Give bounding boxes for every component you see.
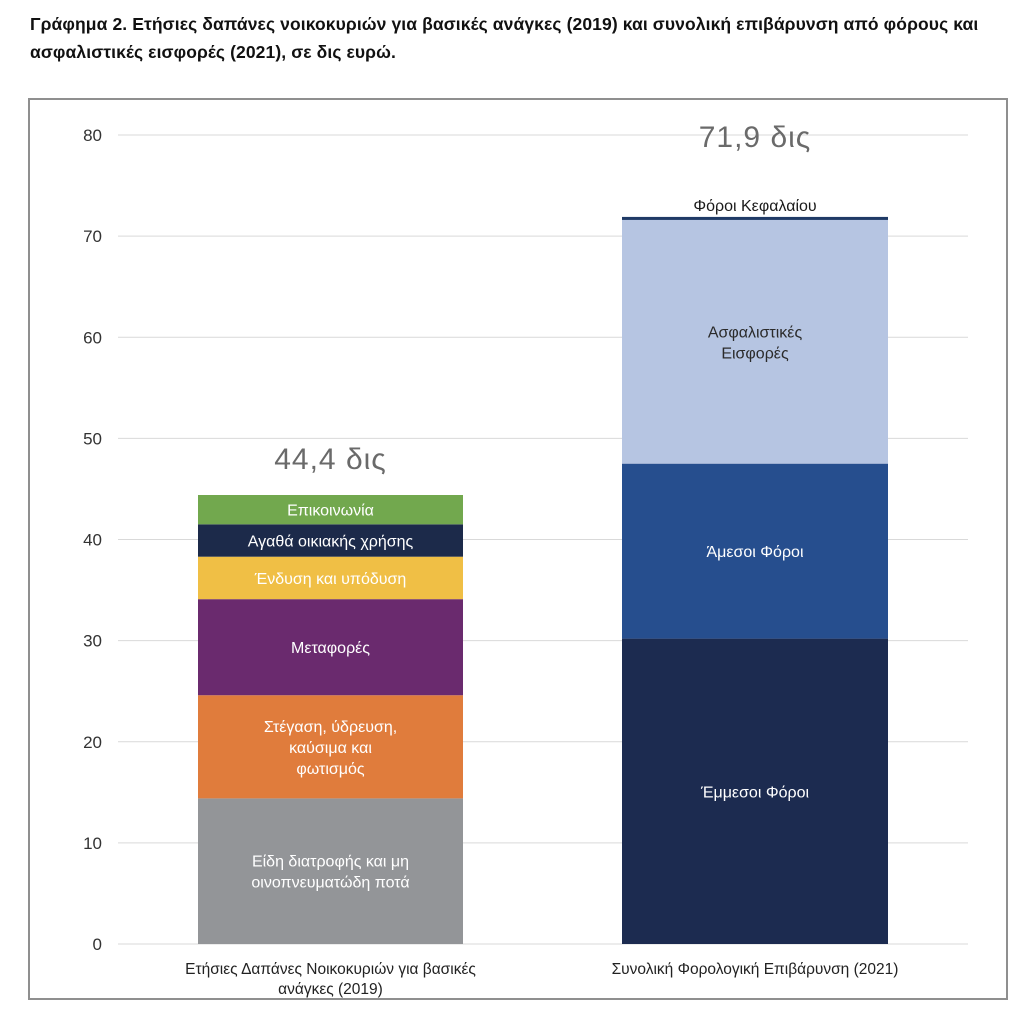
bar-total-label: 44,4 δις [274, 443, 387, 476]
segment-label: Φόροι Κεφαλαίου [693, 198, 816, 215]
segment-label: Ασφαλιστικές [708, 324, 803, 341]
segment-label: Στέγαση, ύδρευση, [264, 719, 397, 736]
x-category-label: ανάγκες (2019) [278, 981, 383, 998]
segment-label: Έμμεσοι Φόροι [700, 784, 810, 801]
segment-label: φωτισμός [296, 761, 365, 778]
segment-label: Επικοινωνία [287, 503, 374, 520]
y-tick-label: 10 [83, 834, 102, 853]
chart-frame [28, 98, 1008, 1000]
bar-segment [198, 524, 463, 557]
y-tick-label: 30 [83, 632, 102, 651]
bar-segment [198, 599, 463, 696]
y-tick-label: 80 [83, 126, 102, 145]
chart-caption: Γράφημα 2. Ετήσιες δαπάνες νοικοκυριών γ… [30, 14, 979, 62]
segment-label: Αγαθά οικιακής χρήσης [248, 534, 414, 551]
y-tick-label: 70 [83, 227, 102, 246]
bar-segment [198, 556, 463, 600]
bar-segment [198, 495, 463, 525]
y-tick-label: 60 [83, 328, 102, 347]
bar-segment [622, 638, 888, 944]
y-tick-label: 50 [83, 429, 102, 448]
bar-total-label: 71,9 δις [699, 121, 812, 154]
segment-label: Ένδυση και υπόδυση [254, 571, 407, 588]
y-tick-label: 0 [93, 935, 102, 954]
segment-label: καύσιμα και [289, 740, 372, 757]
y-tick-label: 40 [83, 531, 102, 550]
x-category-label: Συνολική Φορολογική Επιβάρυνση (2021) [612, 961, 899, 978]
segment-label: Είδη διατροφής και μη [252, 854, 409, 871]
y-tick-label: 20 [83, 733, 102, 752]
segment-label: Εισφορές [721, 345, 789, 362]
bar-segment [198, 798, 463, 944]
bar-segment [622, 219, 888, 464]
bar-segment [622, 216, 888, 220]
segment-label: Άμεσοι Φόροι [706, 544, 803, 561]
segment-label: Μεταφορές [291, 640, 370, 657]
bar-segment [622, 463, 888, 639]
segment-label: οινοπνευματώδη ποτά [251, 875, 409, 892]
x-category-label: Ετήσιες Δαπάνες Νοικοκυριών για βασικές [185, 961, 476, 978]
bar-segment [198, 695, 463, 799]
